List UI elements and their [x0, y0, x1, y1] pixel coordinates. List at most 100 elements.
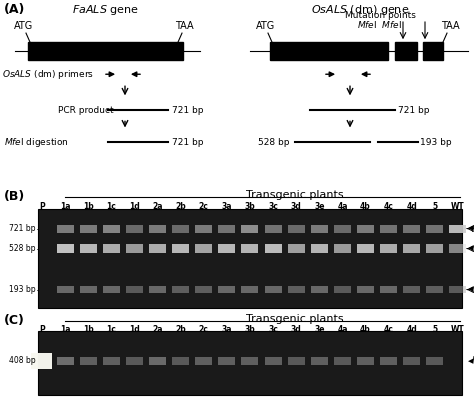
- Text: 721 bp: 721 bp: [172, 106, 203, 115]
- Text: $\it{OsALS}$: $\it{OsALS}$: [471, 243, 474, 254]
- Bar: [219, 244, 236, 253]
- Text: 4d: 4d: [406, 202, 417, 210]
- Text: (A): (A): [4, 3, 26, 16]
- Text: 4a: 4a: [337, 202, 348, 210]
- Bar: [56, 286, 73, 293]
- Bar: [427, 225, 443, 233]
- Text: 5: 5: [432, 325, 438, 334]
- Bar: [334, 286, 351, 293]
- Bar: [56, 244, 73, 253]
- Bar: [380, 286, 397, 293]
- Bar: [126, 286, 143, 293]
- Bar: [126, 244, 143, 253]
- Bar: [80, 286, 97, 293]
- Bar: [288, 225, 305, 233]
- Bar: [427, 244, 443, 253]
- Text: 3c: 3c: [268, 202, 278, 210]
- Bar: [149, 244, 166, 253]
- Text: 4c: 4c: [384, 325, 393, 334]
- Bar: [219, 357, 236, 365]
- Text: 408 bp: 408 bp: [9, 357, 36, 365]
- Text: 721 bp: 721 bp: [172, 138, 203, 147]
- Text: Mutation points: Mutation points: [345, 11, 415, 20]
- Bar: [270, 42, 388, 60]
- Text: WT: WT: [451, 202, 465, 210]
- Bar: [241, 244, 258, 253]
- Bar: [172, 244, 189, 253]
- Text: 1b: 1b: [83, 202, 93, 210]
- Bar: [288, 244, 305, 253]
- Text: 1d: 1d: [129, 202, 140, 210]
- Text: 721 bp: 721 bp: [398, 106, 429, 115]
- Text: 4d: 4d: [406, 325, 417, 334]
- Bar: [357, 225, 374, 233]
- Text: (C): (C): [4, 314, 25, 327]
- Bar: [195, 286, 212, 293]
- Bar: [172, 357, 189, 365]
- Text: 4c: 4c: [384, 202, 393, 210]
- Bar: [172, 286, 189, 293]
- Text: $\it{OsALS}$ (dm) primers: $\it{OsALS}$ (dm) primers: [2, 68, 94, 81]
- Text: $\blacktriangleleft$: $\blacktriangleleft$: [466, 356, 474, 366]
- Text: 3e: 3e: [314, 202, 325, 210]
- Text: 2a: 2a: [152, 202, 163, 210]
- Bar: [28, 42, 183, 60]
- Text: $\blacktriangleleft$: $\blacktriangleleft$: [466, 224, 474, 233]
- Text: 1b: 1b: [83, 325, 93, 334]
- Bar: [149, 225, 166, 233]
- Text: P: P: [39, 202, 45, 210]
- Bar: [380, 244, 397, 253]
- Bar: [311, 225, 328, 233]
- Text: 3d: 3d: [291, 202, 301, 210]
- Text: 528 bp: 528 bp: [258, 138, 290, 147]
- Text: $\blacktriangleleft$: $\blacktriangleleft$: [466, 285, 474, 295]
- Text: 1a: 1a: [60, 202, 70, 210]
- Bar: [334, 225, 351, 233]
- Bar: [403, 225, 420, 233]
- Text: $\it{Mfe}$I digestion: $\it{Mfe}$I digestion: [4, 136, 69, 149]
- Text: $\it{FaALS}$: $\it{FaALS}$: [471, 223, 474, 234]
- Text: 3a: 3a: [222, 202, 232, 210]
- Text: 3d: 3d: [291, 325, 301, 334]
- Bar: [219, 225, 236, 233]
- Bar: [403, 357, 420, 365]
- Text: 3c: 3c: [268, 325, 278, 334]
- Text: TAA: TAA: [441, 21, 459, 31]
- Bar: [334, 244, 351, 253]
- Bar: [357, 244, 374, 253]
- Bar: [241, 357, 258, 365]
- Text: 2b: 2b: [175, 325, 186, 334]
- Text: 1c: 1c: [106, 202, 116, 210]
- Bar: [149, 286, 166, 293]
- Bar: [264, 244, 282, 253]
- Text: 721 bp: 721 bp: [9, 224, 36, 233]
- Bar: [38, 208, 462, 308]
- Bar: [241, 225, 258, 233]
- Bar: [219, 286, 236, 293]
- Text: 3b: 3b: [245, 202, 255, 210]
- Bar: [449, 225, 466, 233]
- Bar: [380, 225, 397, 233]
- Text: 2c: 2c: [199, 202, 209, 210]
- Text: $\it{OsALS}$: $\it{OsALS}$: [471, 284, 474, 295]
- Bar: [80, 357, 97, 365]
- Bar: [264, 286, 282, 293]
- Bar: [56, 225, 73, 233]
- Text: 4b: 4b: [360, 325, 371, 334]
- Bar: [172, 225, 189, 233]
- Text: PCR product: PCR product: [58, 106, 114, 115]
- Bar: [357, 357, 374, 365]
- Text: $\it{OsALS}$ (dm) gene: $\it{OsALS}$ (dm) gene: [311, 3, 409, 17]
- Text: 3b: 3b: [245, 325, 255, 334]
- Bar: [103, 225, 120, 233]
- Text: 193 bp: 193 bp: [420, 138, 452, 147]
- Text: 3e: 3e: [314, 325, 325, 334]
- Text: 1a: 1a: [60, 325, 70, 334]
- Bar: [31, 353, 53, 369]
- Text: ATG: ATG: [14, 21, 34, 31]
- Text: 2b: 2b: [175, 202, 186, 210]
- Bar: [311, 244, 328, 253]
- Bar: [126, 357, 143, 365]
- Bar: [403, 286, 420, 293]
- Text: Transgenic plants: Transgenic plants: [246, 190, 344, 200]
